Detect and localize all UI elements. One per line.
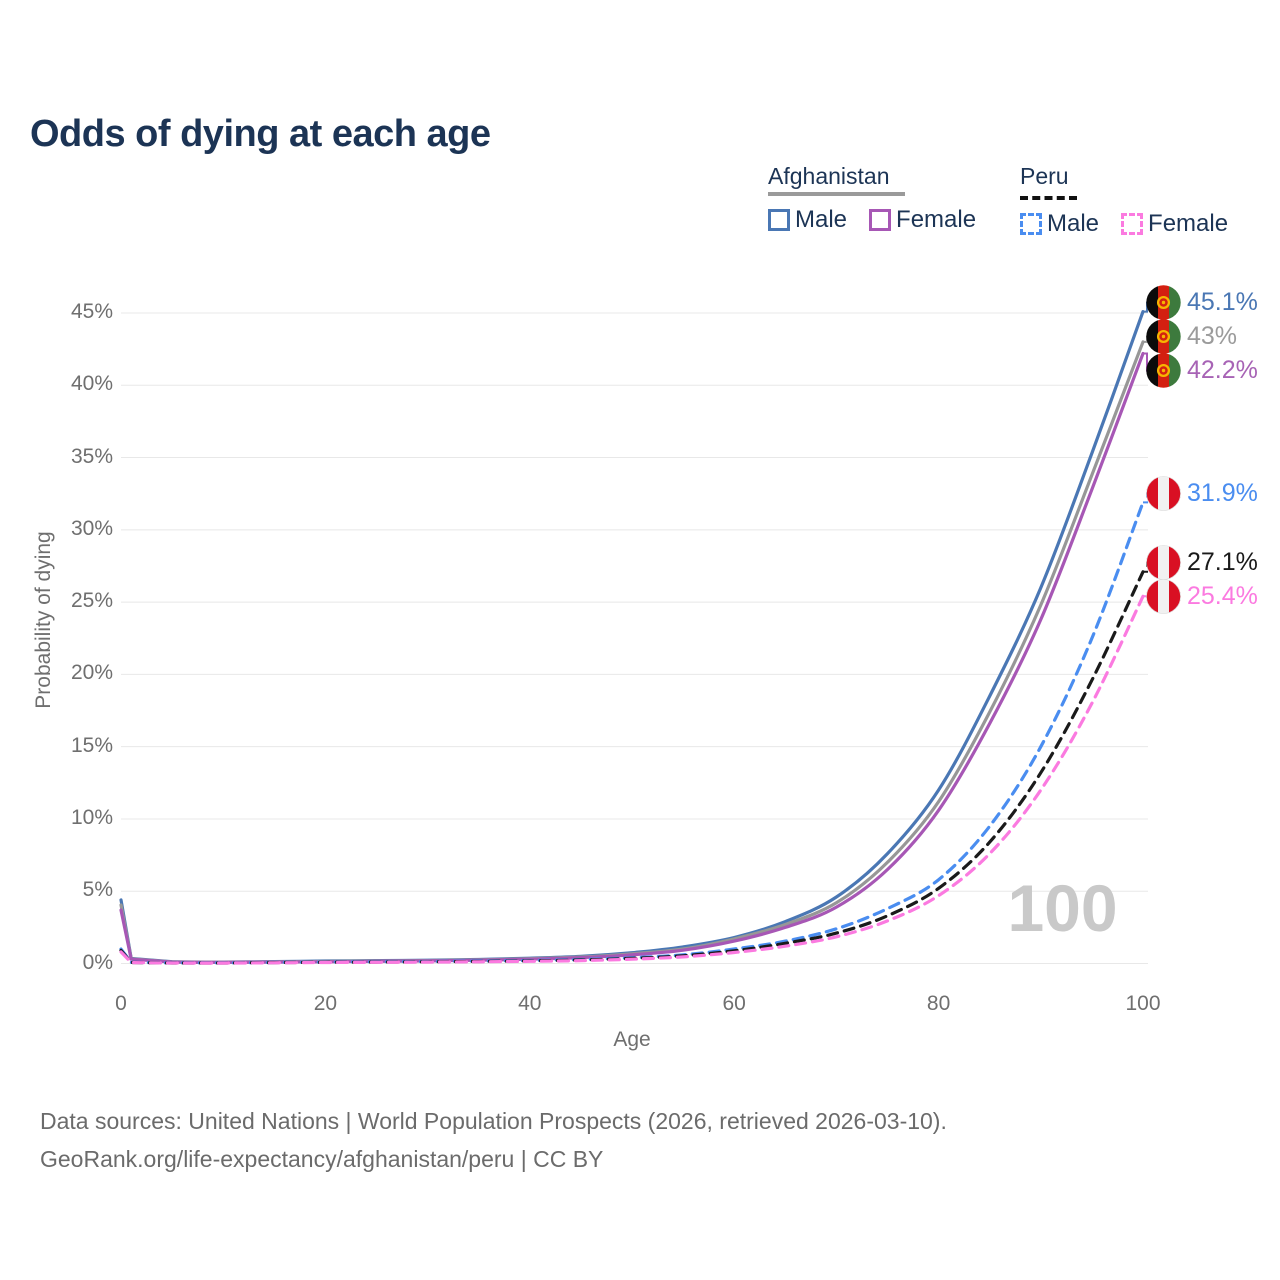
series-line-afghanistan-male[interactable] — [119, 310, 1145, 964]
end-label-connector — [1143, 492, 1152, 504]
x-tick-label: 0 — [115, 992, 127, 1015]
afghanistan-flag-icon — [1146, 319, 1181, 354]
dashed-square-swatch-icon — [1121, 213, 1144, 235]
page-title: Odds of dying at each age — [30, 113, 491, 156]
end-label-afghanistan-male: 45.1% — [1146, 285, 1258, 321]
legend-underline-solid — [768, 192, 905, 196]
y-tick-label: 5% — [82, 878, 113, 902]
peru-flag-icon — [1146, 476, 1181, 511]
end-label-peru-female: 25.4% — [1146, 579, 1258, 615]
series-line-afghanistan-combined[interactable] — [119, 340, 1145, 964]
y-tick-label: 15% — [70, 733, 113, 757]
y-tick-label: 35% — [70, 444, 113, 468]
end-label-value: 25.4% — [1187, 582, 1258, 611]
end-label-afghanistan-female: 42.2% — [1146, 353, 1258, 389]
x-tick-label: 20 — [313, 992, 338, 1015]
end-label-peru-combined: 27.1% — [1146, 545, 1258, 581]
end-label-value: 43% — [1187, 322, 1238, 351]
peru-flag-icon — [1146, 545, 1181, 581]
legend-row-afghanistan: Male Female — [768, 206, 998, 234]
legend-underline-dashed — [1020, 192, 1077, 200]
legend-group-peru: Peru Male Female — [1020, 163, 1250, 238]
y-tick-label: 25% — [70, 589, 113, 613]
afghanistan-flag-icon — [1146, 353, 1181, 388]
x-tick-label: 100 — [1125, 992, 1161, 1015]
footer-source-line1: Data sources: United Nations | World Pop… — [40, 1108, 947, 1134]
end-label-value: 45.1% — [1187, 288, 1258, 317]
legend-item-label: Male — [795, 206, 848, 233]
series-line-peru-female[interactable] — [119, 594, 1145, 965]
legend-item-afghanistan-female[interactable]: Female — [869, 206, 976, 234]
age-hover-watermark: 100 — [1007, 871, 1118, 945]
x-tick-label: 80 — [926, 992, 951, 1015]
x-tick-label: 40 — [518, 992, 542, 1015]
legend-row-peru: Male Female — [1020, 210, 1250, 238]
end-label-afghanistan-combined: 43% — [1146, 319, 1237, 355]
footer-source-line2: GeoRank.org/life-expectancy/afghanistan/… — [40, 1146, 604, 1172]
legend-item-label: Female — [896, 206, 977, 233]
legend-item-label: Female — [1148, 210, 1229, 237]
legend-item-peru-male[interactable]: Male — [1020, 210, 1099, 238]
afghanistan-flag-icon — [1146, 285, 1181, 320]
series-line-afghanistan-female[interactable] — [119, 351, 1145, 964]
solid-square-swatch-icon — [869, 209, 892, 231]
solid-square-swatch-icon — [768, 209, 790, 231]
legend-item-peru-female[interactable]: Female — [1121, 210, 1228, 238]
series-line-peru-combined[interactable] — [119, 570, 1145, 965]
y-tick-label: 20% — [70, 661, 113, 685]
end-label-value: 27.1% — [1187, 548, 1258, 577]
y-tick-label: 30% — [70, 516, 113, 540]
y-tick-label: 10% — [70, 805, 113, 829]
y-tick-label: 0% — [82, 950, 113, 974]
x-axis-title: Age — [613, 1028, 651, 1051]
y-tick-label: 45% — [70, 300, 113, 323]
series-line-peru-male[interactable] — [119, 500, 1145, 965]
dashed-square-swatch-icon — [1020, 213, 1042, 235]
end-label-peru-male: 31.9% — [1146, 475, 1258, 511]
legend-item-label: Male — [1047, 210, 1100, 237]
legend-heading-afghanistan[interactable]: Afghanistan — [768, 163, 890, 189]
legend-group-afghanistan: Afghanistan Male Female — [768, 163, 998, 234]
end-label-value: 31.9% — [1187, 478, 1258, 507]
end-label-connector — [1143, 561, 1152, 573]
legend-item-afghanistan-male[interactable]: Male — [768, 206, 847, 234]
peru-flag-icon — [1146, 579, 1181, 615]
x-tick-label: 60 — [722, 992, 746, 1015]
y-tick-label: 40% — [70, 372, 113, 396]
end-label-value: 42.2% — [1187, 356, 1258, 385]
legend-heading-peru[interactable]: Peru — [1020, 163, 1069, 189]
